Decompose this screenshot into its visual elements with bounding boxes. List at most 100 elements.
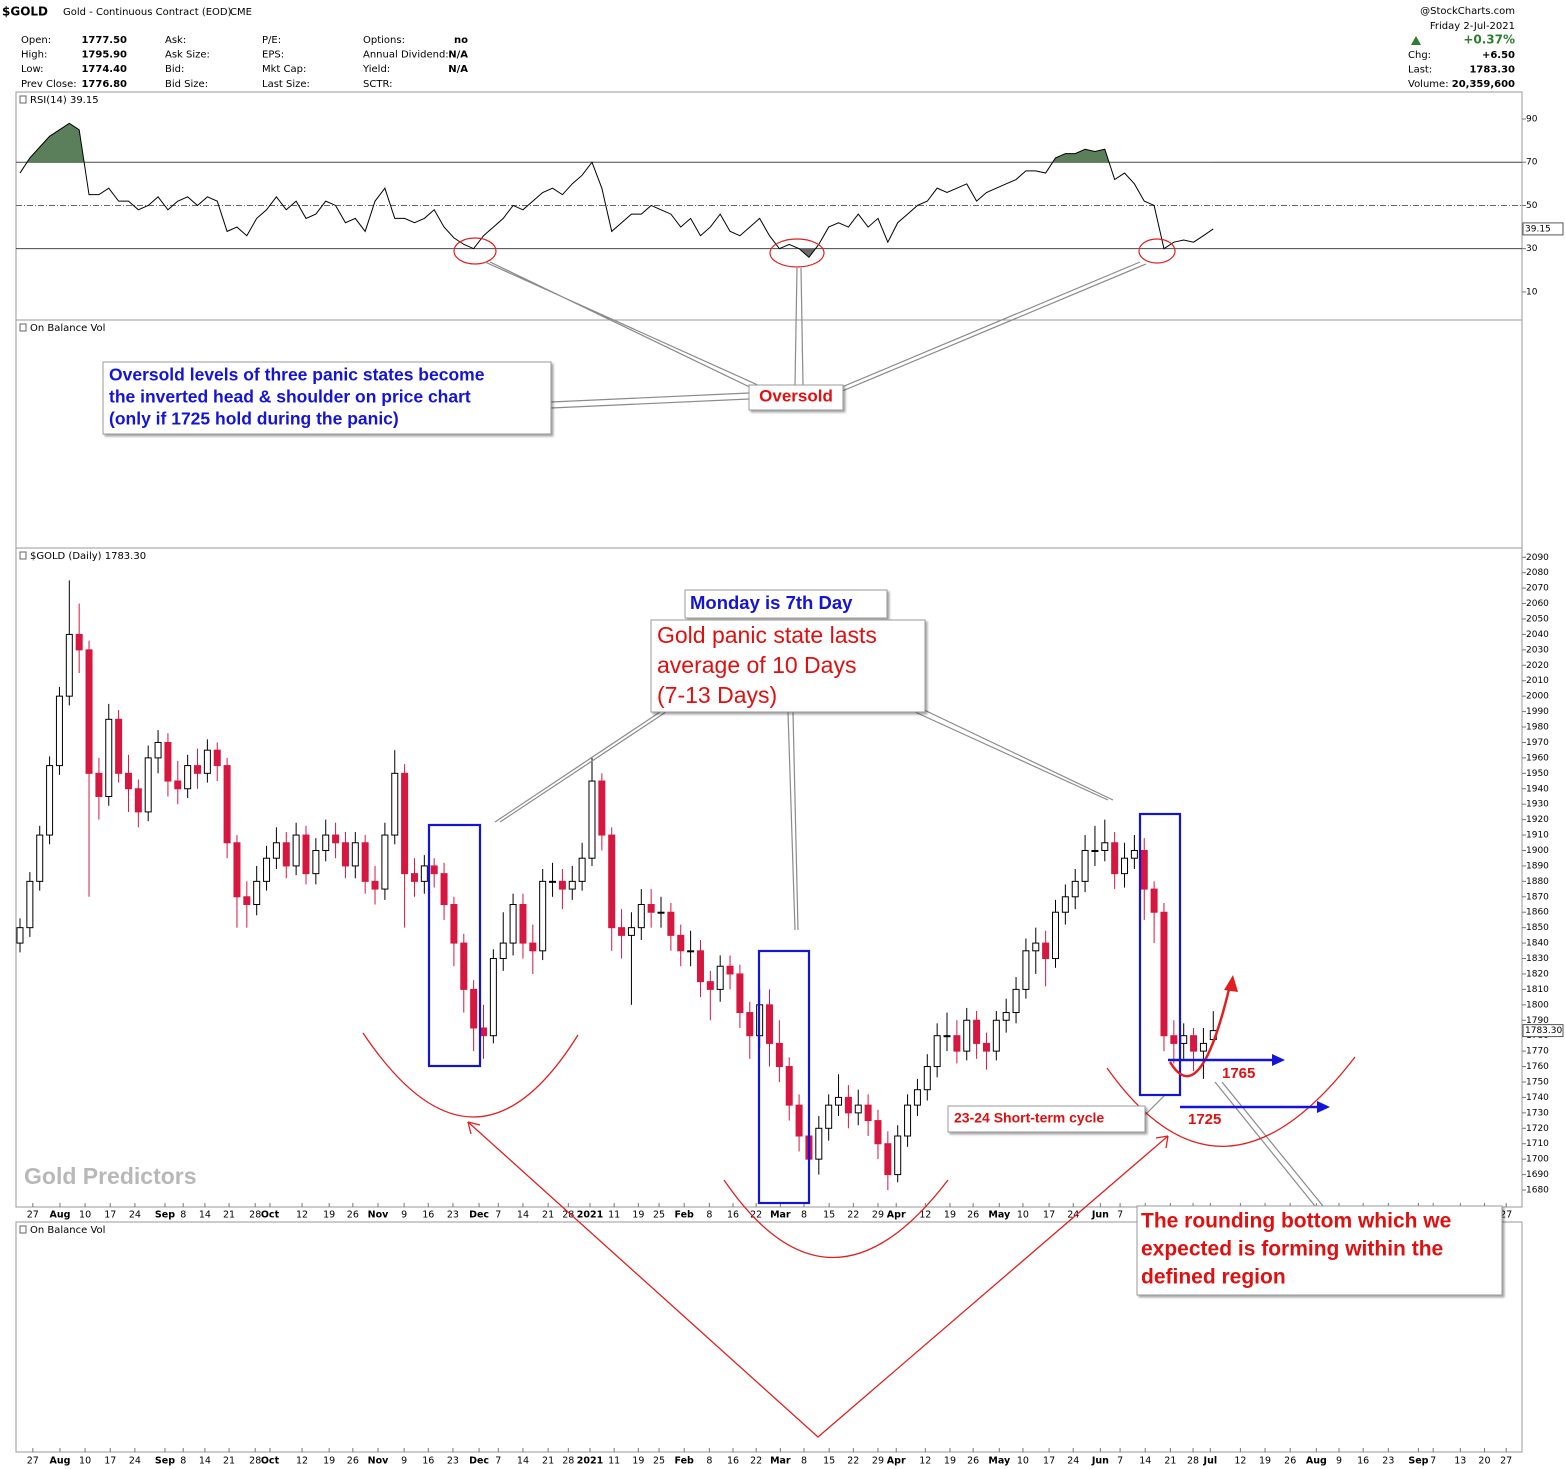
x-tick-label: 16 <box>422 1456 434 1467</box>
last-value-tag <box>1522 222 1564 236</box>
y-tick-label: 2040 <box>1526 630 1549 640</box>
x-tick-label: 24 <box>1067 1456 1079 1467</box>
candle-body <box>884 1143 892 1176</box>
candle-body <box>1180 1035 1188 1044</box>
x-tick-label: 26 <box>347 1456 359 1467</box>
y-tick-label: 1810 <box>1526 985 1549 995</box>
rounding-text: defined region <box>1141 1266 1286 1289</box>
x-tick-label: 7 <box>1117 1456 1123 1467</box>
y-tick-label: 70 <box>1526 158 1538 168</box>
x-tick-label: Mar <box>770 1210 791 1221</box>
y-tick-label: 90 <box>1526 115 1538 125</box>
oversold-label: Oversold <box>759 386 833 405</box>
candle-body <box>1111 842 1119 875</box>
rounding-box <box>1136 1205 1503 1296</box>
y-tick-label: 2080 <box>1526 568 1549 578</box>
x-tick-label: 21 <box>542 1210 554 1221</box>
quote-label: Mkt Cap: <box>262 64 306 75</box>
rounding-arcs <box>362 1032 1356 1438</box>
x-tick-label: 9 <box>401 1210 407 1221</box>
candle-body <box>1071 880 1079 898</box>
x-tick-label: 22 <box>847 1210 859 1221</box>
quote-label: Ask: <box>165 35 186 46</box>
x-tick-label: Aug <box>49 1456 70 1467</box>
level-label: 1725 <box>1188 1111 1221 1128</box>
candle-body <box>598 780 606 836</box>
x-tick-label: 14 <box>1139 1456 1151 1467</box>
panel-frame <box>15 1221 1523 1453</box>
candle-body <box>647 904 655 913</box>
candle-body <box>1121 857 1129 875</box>
note-box <box>102 361 552 435</box>
candle-body <box>144 757 152 813</box>
x-tick-label: 19 <box>1259 1456 1271 1467</box>
level-label: 1765 <box>1222 1065 1255 1082</box>
candle-body <box>775 1042 783 1068</box>
candle-body <box>460 942 468 990</box>
level-arrows <box>1168 1058 1320 1109</box>
x-tick-label: 19 <box>323 1210 335 1221</box>
date: Friday 2-Jul-2021 <box>1430 21 1515 32</box>
candle-body <box>825 1104 833 1129</box>
y-tick-label: 1740 <box>1526 1093 1549 1103</box>
candle-body <box>618 927 626 936</box>
x-tick-label: 19 <box>632 1456 644 1467</box>
x-tick-label: 7 <box>495 1210 501 1221</box>
instrument-name: Gold - Continuous Contract (EOD) <box>63 7 232 18</box>
callout-lines <box>484 261 1147 409</box>
candle-body <box>835 1096 843 1106</box>
last-value-label: 1783.30 <box>1525 1026 1562 1036</box>
rebound-arrow <box>1168 984 1232 1078</box>
quote-label: Prev Close: <box>21 79 77 90</box>
candle-body <box>55 695 63 767</box>
y-tick-label: 1820 <box>1526 969 1549 979</box>
candle-body <box>1091 849 1099 852</box>
x-tick-label: 8 <box>706 1456 712 1467</box>
candle-body <box>1081 849 1089 882</box>
candle-body <box>1002 1012 1010 1021</box>
rebound-arrowhead <box>1224 975 1238 992</box>
x-tick-label: 28 <box>562 1456 574 1467</box>
x-tick-label: 15 <box>823 1456 835 1467</box>
candle-body <box>470 988 478 1029</box>
quote-label: Bid Size: <box>165 79 208 90</box>
level-arrowheads <box>1272 1054 1330 1113</box>
y-tick-label: 1960 <box>1526 753 1549 763</box>
candle-body <box>1190 1035 1198 1052</box>
x-tick-label: 19 <box>944 1210 956 1221</box>
candle-body <box>1160 911 1168 1037</box>
x-tick-label: 17 <box>104 1456 116 1467</box>
x-tick-label: 27 <box>1500 1456 1512 1467</box>
x-tick-label: 2021 <box>577 1456 603 1467</box>
symbol: $GOLD <box>2 5 48 19</box>
cycle-label: 23-24 Short-term cycle <box>954 1110 1104 1126</box>
panel-frame <box>15 91 1523 321</box>
x-tick-label: Feb <box>675 1456 695 1467</box>
x-tick-label: 19 <box>323 1456 335 1467</box>
y-tick-label: 1990 <box>1526 707 1549 717</box>
y-tick-label: 10 <box>1526 287 1538 297</box>
callout-lines <box>494 707 1324 1207</box>
panic-boxes <box>427 812 1182 1205</box>
x-tick-label: 7 <box>1117 1210 1123 1221</box>
exchange: CME <box>230 7 252 18</box>
x-tick-label: 10 <box>79 1456 91 1467</box>
x-tick-label: 10 <box>79 1210 91 1221</box>
candle-body <box>420 865 428 882</box>
x-tick-label: 16 <box>1357 1456 1369 1467</box>
x-tick-label: 12 <box>296 1456 308 1467</box>
quote-label: Yield: <box>362 64 390 75</box>
x-tick-label: Jun <box>1091 1456 1109 1467</box>
candle-body <box>1101 842 1109 851</box>
candle-body <box>923 1066 931 1091</box>
quote-value: no <box>454 35 468 46</box>
candle-body <box>36 834 44 882</box>
quote-label: Annual Dividend: <box>363 50 449 61</box>
y-tick-label: 1880 <box>1526 877 1549 887</box>
monday-box <box>684 589 888 619</box>
quote-label: Last Size: <box>262 79 310 90</box>
x-tick-label: 8 <box>801 1210 807 1221</box>
candle-body <box>263 857 271 882</box>
candle-body <box>430 865 438 875</box>
x-tick-label: 26 <box>967 1456 979 1467</box>
